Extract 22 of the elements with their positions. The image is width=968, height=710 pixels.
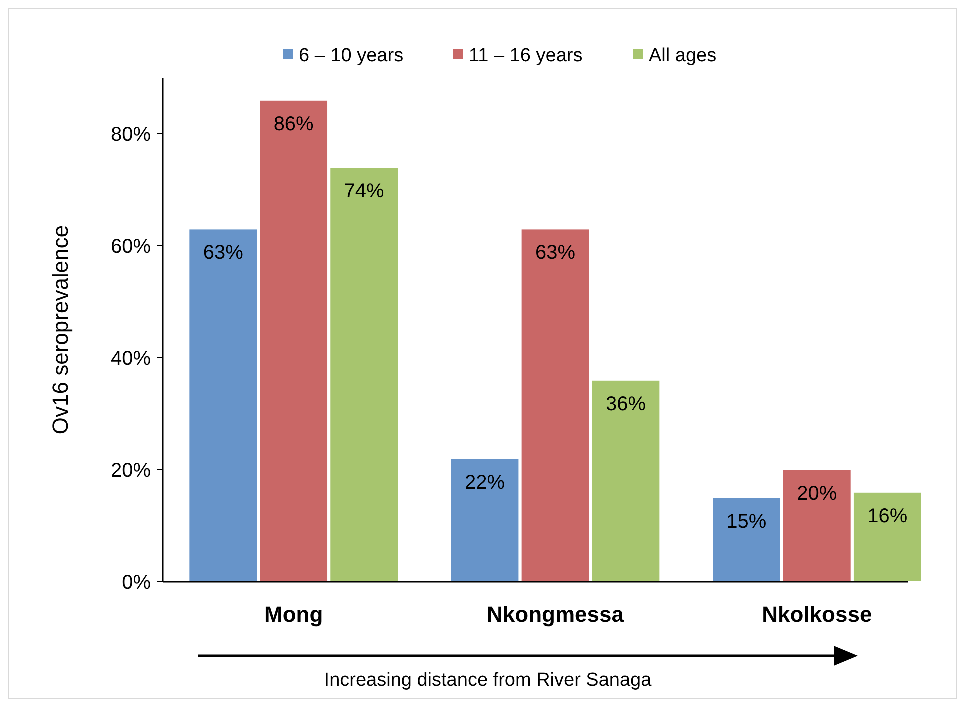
data-label: 86% (274, 113, 314, 136)
y-tick-label: 20% (110, 460, 152, 482)
data-label: 20% (797, 483, 838, 505)
x-tick-label: Nkongmessa (487, 602, 625, 627)
data-label: 16% (868, 505, 908, 528)
data-label: 63% (535, 242, 576, 264)
x-axis-title: Increasing distance from River Sanaga (324, 670, 652, 691)
y-tick-label: 40% (110, 348, 152, 370)
x-tick-label: Mong (264, 602, 324, 627)
data-label: 63% (203, 242, 244, 264)
data-label: 36% (606, 393, 646, 416)
y-axis-title: Ov16 seroprevalence (48, 225, 73, 435)
legend-label: 6 – 10 years (299, 46, 404, 67)
y-tick-label: 80% (110, 124, 152, 146)
legend-label: All ages (649, 46, 717, 67)
x-tick-label: Nkolkosse (762, 602, 872, 627)
data-label: 22% (465, 472, 506, 494)
y-tick-label: 60% (110, 236, 152, 258)
data-label: 15% (726, 511, 767, 533)
y-tick-label: 0% (122, 572, 152, 594)
legend-label: 11 – 16 years (469, 46, 583, 67)
data-label: 74% (344, 180, 385, 203)
